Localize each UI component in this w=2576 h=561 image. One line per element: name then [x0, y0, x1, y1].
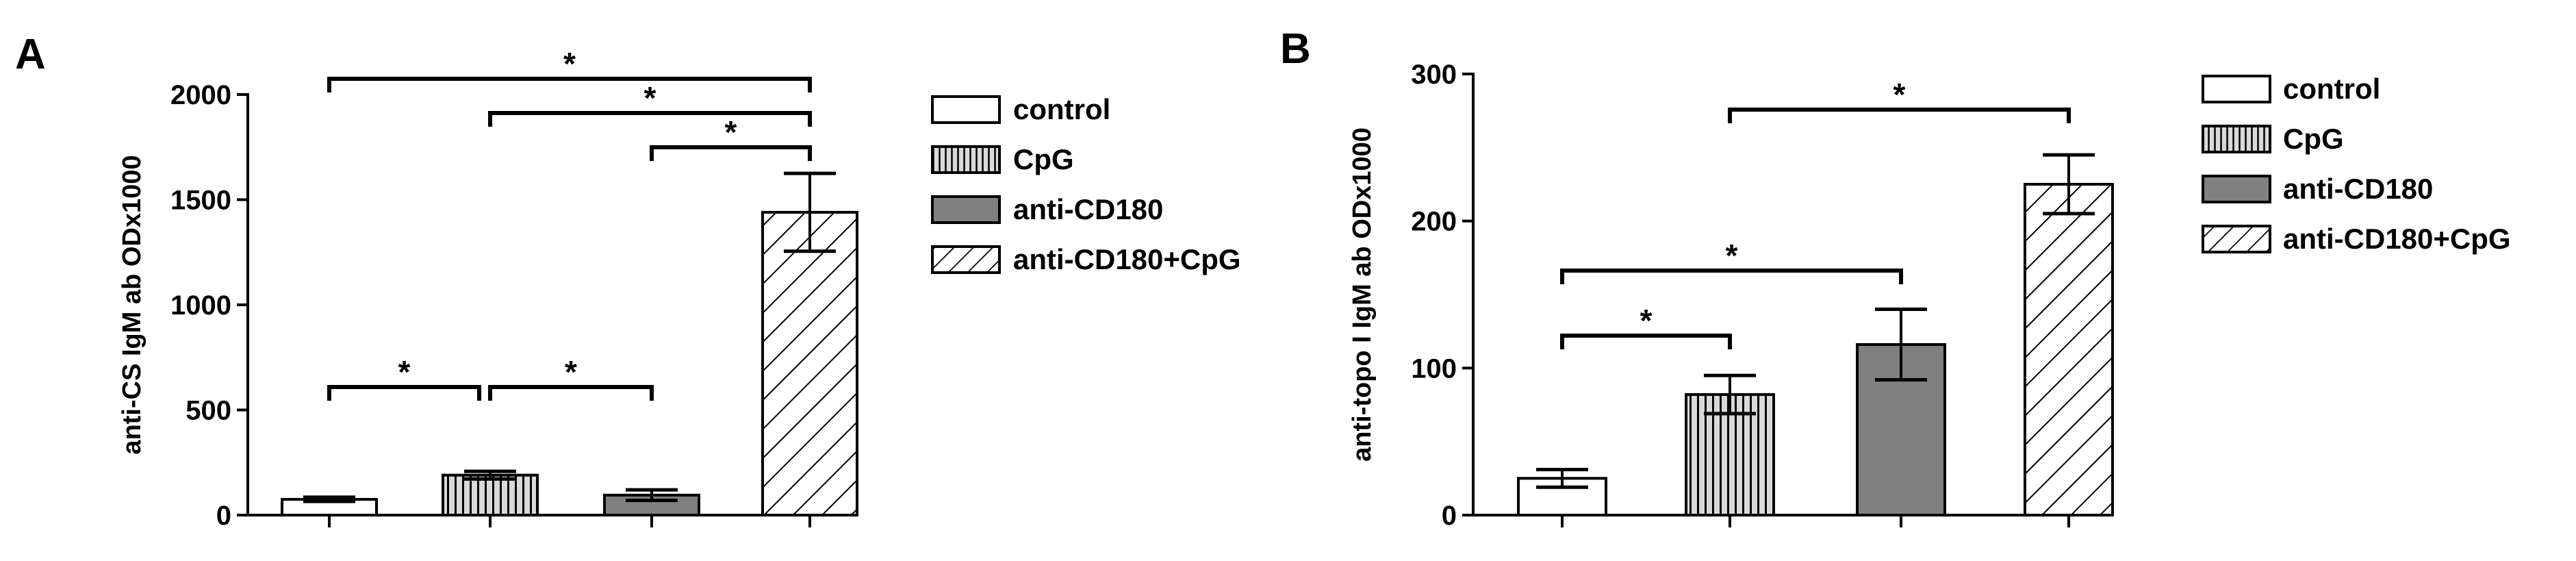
- panel-label: B: [1280, 25, 1311, 73]
- y-tick-label: 1000: [170, 290, 231, 321]
- significance-star: *: [1726, 238, 1738, 273]
- legend-label: anti-CD180+CpG: [1013, 243, 1241, 275]
- bar-anti-cd180-cpg: [763, 212, 857, 515]
- significance-star: *: [1640, 303, 1653, 338]
- legend-swatch: [2203, 176, 2270, 202]
- significance-star: *: [565, 354, 577, 390]
- y-tick-label: 0: [216, 501, 231, 531]
- significance-star: *: [644, 80, 656, 116]
- y-tick-label: 300: [1411, 60, 1457, 90]
- y-tick-label: 500: [186, 396, 231, 426]
- bar-cpg: [443, 475, 537, 515]
- significance-star: *: [1893, 77, 1906, 112]
- legend-label: CpG: [1013, 143, 1074, 175]
- legend-label: control: [2283, 73, 2380, 105]
- legend-swatch: [2203, 126, 2270, 152]
- legend-swatch: [2203, 226, 2270, 252]
- legend-label: anti-CD180: [1013, 193, 1163, 225]
- legend-label: anti-CD180+CpG: [2283, 223, 2511, 255]
- y-tick-label: 0: [1442, 501, 1457, 531]
- legend-swatch: [2203, 76, 2270, 102]
- legend-label: control: [1013, 93, 1110, 125]
- y-tick-label: 2000: [170, 80, 231, 110]
- legend-label: CpG: [2283, 123, 2344, 155]
- y-tick-label: 100: [1411, 353, 1457, 384]
- legend-swatch: [932, 197, 999, 223]
- y-axis-label: anti-CS IgM ab ODx1000: [118, 155, 146, 454]
- y-tick-label: 1500: [170, 186, 231, 216]
- legend-swatch: [932, 147, 999, 173]
- legend-swatch: [932, 97, 999, 123]
- legend-swatch: [932, 247, 999, 273]
- significance-star: *: [563, 46, 576, 82]
- significance-star: *: [725, 114, 737, 150]
- legend-label: anti-CD180: [2283, 173, 2433, 205]
- y-axis-label: anti-topo I IgM ab ODx1000: [1348, 127, 1377, 462]
- y-tick-label: 200: [1411, 207, 1457, 237]
- panel-label: A: [15, 31, 46, 78]
- bar-anti-cd180-cpg: [2025, 184, 2113, 515]
- significance-star: *: [398, 354, 411, 390]
